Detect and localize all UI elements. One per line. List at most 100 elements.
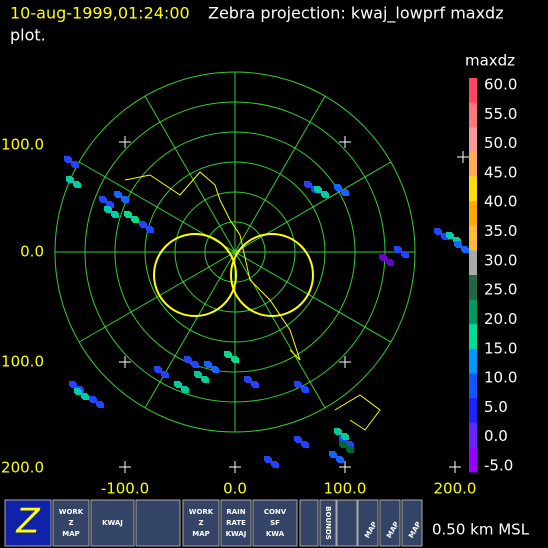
radar-echo: [396, 248, 402, 253]
radar-echo: [176, 383, 182, 388]
radar-echo: [148, 228, 154, 233]
colorbar-segment: [469, 102, 477, 128]
button-label[interactable]: KWAJ: [226, 530, 247, 538]
radar-echo: [303, 443, 309, 448]
button-label[interactable]: SF: [270, 519, 280, 527]
button-frame[interactable]: [52, 499, 90, 547]
button-frame[interactable]: [401, 499, 423, 547]
radar-echo: [343, 191, 349, 196]
button-label[interactable]: Z: [198, 519, 203, 527]
button-label[interactable]: KWAJ: [102, 519, 123, 527]
spoke: [78, 161, 392, 343]
toolbar-button[interactable]: [299, 499, 319, 547]
toolbar-button[interactable]: MAP: [401, 499, 423, 547]
button-frame[interactable]: [252, 499, 298, 547]
radar-echo: [463, 248, 469, 253]
radar-echo: [336, 430, 342, 435]
radar-echo: [113, 213, 119, 218]
toolbar-button[interactable]: WORK Z MAP: [182, 499, 220, 547]
button-label[interactable]: KWA: [266, 530, 285, 538]
button-label[interactable]: MAP: [192, 530, 210, 538]
radar-echo: [76, 390, 82, 395]
button-label[interactable]: BOUNDS: [324, 506, 332, 540]
colorbar-segment: [469, 127, 477, 153]
button-label[interactable]: WORK: [59, 508, 84, 516]
radar-echo: [266, 458, 272, 463]
y-axis-label: 200.0: [1, 459, 44, 477]
button-label[interactable]: WORK: [189, 508, 214, 516]
button-label[interactable]: MAP: [62, 530, 80, 538]
radar-echo: [306, 183, 312, 188]
radar-echo: [296, 438, 302, 443]
colorbar-segment: [469, 447, 477, 473]
button-label[interactable]: CONV: [264, 508, 287, 516]
x-axis-label: -100.0: [101, 480, 149, 498]
grid-cross: [339, 356, 351, 368]
radar-echo: [436, 230, 442, 235]
button-label[interactable]: RAIN: [226, 508, 245, 516]
colorbar-label: 50.0: [484, 134, 517, 152]
y-axis-label: 100.0: [1, 136, 44, 154]
toolbar-button[interactable]: Z: [4, 499, 52, 547]
toolbar-button[interactable]: BOUNDS: [319, 499, 337, 547]
radar-echo: [296, 383, 302, 388]
grid-cross: [449, 461, 461, 473]
toolbar-button[interactable]: [135, 499, 181, 547]
colorbar-segment: [469, 373, 477, 399]
button-frame[interactable]: [379, 499, 401, 547]
colorbar-label: 40.0: [484, 193, 517, 211]
toolbar-button[interactable]: MAP: [379, 499, 401, 547]
radar-echo: [343, 435, 349, 440]
radar-echo: [206, 363, 212, 368]
coastline: [334, 394, 381, 431]
radar-echo: [196, 373, 202, 378]
radar-echo: [456, 243, 462, 248]
button-frame[interactable]: [4, 499, 52, 547]
button-frame[interactable]: [319, 499, 337, 547]
colorbar-segment: [469, 398, 477, 424]
radar-echo: [403, 253, 409, 258]
toolbar-button[interactable]: KWAJ: [90, 499, 135, 547]
radar-echo: [341, 438, 347, 443]
radar-echo: [186, 358, 192, 363]
colorbar-label: 60.0: [484, 76, 517, 94]
x-axis-label: 0.0: [223, 480, 247, 498]
toolbar-button[interactable]: RAIN RATE KWAJ: [220, 499, 252, 547]
button-frame[interactable]: [220, 499, 252, 547]
grid-cross: [339, 136, 351, 148]
grid-cross: [229, 461, 241, 473]
radar-echo: [323, 193, 329, 198]
colorbar-label: 20.0: [484, 310, 517, 328]
button-label[interactable]: Z: [15, 502, 40, 542]
altitude-status: 0.50 km MSL: [432, 521, 530, 539]
radar-echo: [348, 443, 354, 448]
toolbar-button[interactable]: [336, 499, 358, 547]
colorbar-segment: [469, 78, 477, 104]
radar-echo: [193, 363, 199, 368]
radar-echo: [338, 458, 344, 463]
button-frame[interactable]: [299, 499, 319, 547]
button-frame[interactable]: [357, 499, 379, 547]
colorbar-label: 55.0: [484, 105, 517, 123]
radar-echo: [66, 158, 72, 163]
colorbar-segment: [469, 422, 477, 448]
radar-echo: [213, 368, 219, 373]
radar-echo: [203, 378, 209, 383]
grid-cross: [339, 461, 351, 473]
button-frame[interactable]: [135, 499, 181, 547]
colorbar-label: 30.0: [484, 251, 517, 269]
button-frame[interactable]: [90, 499, 135, 547]
button-frame[interactable]: [182, 499, 220, 547]
radar-echo: [331, 453, 337, 458]
toolbar-button[interactable]: CONV SF KWA: [252, 499, 298, 547]
button-label[interactable]: Z: [68, 519, 73, 527]
grid-cross: [119, 461, 131, 473]
button-frame[interactable]: [336, 499, 358, 547]
toolbar-button[interactable]: WORK Z MAP: [52, 499, 90, 547]
radar-echo: [226, 353, 232, 358]
grid-cross: [457, 151, 469, 163]
button-label[interactable]: RATE: [226, 519, 246, 527]
radar-echo: [233, 358, 239, 363]
colorbar-label: -5.0: [484, 457, 513, 475]
toolbar-button[interactable]: MAP: [357, 499, 379, 547]
